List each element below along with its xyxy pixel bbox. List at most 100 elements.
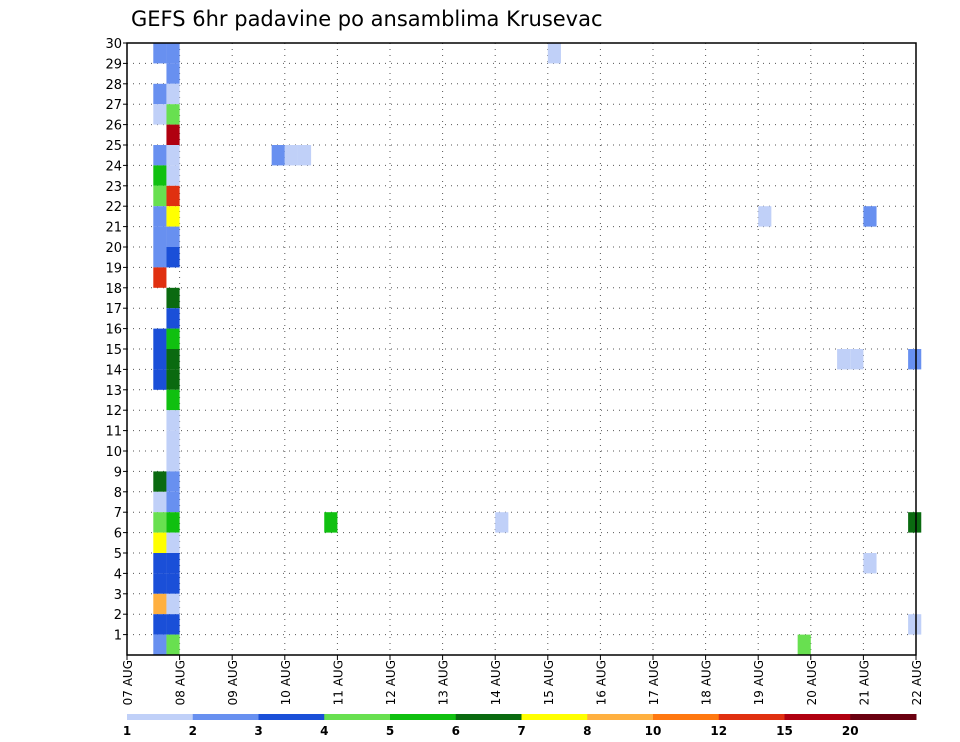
- y-tick-label: 17: [105, 302, 122, 317]
- y-tick-label: 13: [105, 384, 122, 399]
- heatmap-cell: [153, 83, 167, 105]
- heatmap-cell: [166, 593, 180, 615]
- y-tick-label: 9: [114, 465, 122, 480]
- x-tick-label: 15 AUG: [542, 660, 556, 705]
- colorbar-label: 1: [123, 724, 131, 738]
- colorbar-swatch: [127, 714, 194, 720]
- x-tick-label: 10 AUG: [279, 660, 293, 705]
- y-tick-label: 4: [114, 567, 122, 582]
- colorbar-label: 10: [645, 724, 662, 738]
- grid-lines: [126, 42, 917, 655]
- y-tick-label: 20: [105, 241, 122, 256]
- heatmap-cell: [166, 328, 180, 349]
- plot-frame: [126, 42, 917, 656]
- y-tick-label: 21: [105, 221, 122, 236]
- colorbar-label: 7: [517, 724, 525, 738]
- y-tick-label: 23: [105, 180, 122, 195]
- heatmap-cell: [153, 267, 167, 288]
- heatmap-cell: [153, 553, 167, 574]
- heatmap-cell: [166, 226, 180, 247]
- x-axis-ticks: 07 AUG 08 AUG 09 AUG 10 AUG 11 AUG 12 AUG 13 A…: [121, 655, 924, 705]
- heatmap-cell: [166, 83, 180, 105]
- y-tick-label: 30: [105, 37, 122, 52]
- x-tick-label: 22 AUG: [910, 660, 924, 705]
- y-tick-label: 25: [105, 139, 122, 154]
- heatmap-cell: [297, 145, 312, 166]
- x-tick-label: 07 AUG: [121, 660, 135, 705]
- y-tick-label: 26: [105, 119, 122, 134]
- colorbar-label: 15: [776, 724, 793, 738]
- heatmap-cell: [166, 63, 180, 84]
- heatmap-cell: [166, 532, 180, 553]
- colorbar-swatch: [521, 714, 588, 720]
- heatmap-cell: [166, 185, 180, 207]
- y-tick-label: 8: [114, 486, 122, 501]
- y-tick-label: 1: [114, 629, 122, 644]
- x-tick-label: 19 AUG: [752, 660, 766, 705]
- y-tick-label: 2: [114, 608, 122, 623]
- colorbar-label: 8: [583, 724, 591, 738]
- heatmap-cell: [166, 451, 180, 472]
- colorbar-swatch: [850, 714, 917, 720]
- y-tick-label: 19: [105, 261, 122, 276]
- heatmap-cell: [153, 349, 167, 370]
- colorbar-swatch: [784, 714, 851, 720]
- y-tick-label: 6: [114, 527, 122, 542]
- colorbar-swatch: [192, 714, 259, 720]
- colorbar-label: 5: [386, 724, 394, 738]
- y-tick-label: 16: [105, 323, 122, 338]
- heatmap-cell: [153, 614, 167, 635]
- heatmap-cell: [166, 145, 180, 166]
- heatmap-cell: [166, 553, 180, 574]
- x-tick-label: 13 AUG: [437, 660, 451, 705]
- heatmap-cell: [166, 124, 180, 145]
- heatmap-cell: [547, 43, 561, 64]
- heatmap-cell: [153, 165, 167, 186]
- heatmap-cell: [153, 593, 167, 615]
- colorbar-label: 6: [452, 724, 460, 738]
- heatmap-cell: [166, 410, 180, 431]
- heatmap-cell: [153, 471, 167, 492]
- x-tick-label: 09 AUG: [226, 660, 240, 705]
- heatmap-cell: [284, 145, 298, 166]
- heatmap-cell: [166, 634, 180, 655]
- chart-title: GEFS 6hr padavine po ansamblima Krusevac: [131, 7, 603, 31]
- heatmap-cell: [908, 349, 922, 370]
- x-tick-label: 18 AUG: [700, 660, 714, 705]
- heatmap-cell: [153, 532, 167, 553]
- heatmap-cell: [153, 328, 167, 349]
- colorbar: 1 2 3 4 5 6 7 8 10 12 15 20: [123, 714, 917, 738]
- heatmap-cell: [758, 206, 772, 227]
- colorbar-swatch: [455, 714, 522, 720]
- colorbar-label: 4: [320, 724, 328, 738]
- heatmap-cell: [908, 614, 922, 635]
- heatmap-cell: [166, 573, 180, 594]
- heatmap-cell: [166, 104, 180, 125]
- x-tick-label: 20 AUG: [805, 660, 819, 705]
- y-tick-label: 15: [105, 343, 122, 358]
- y-tick-label: 27: [105, 98, 122, 113]
- y-tick-label: 5: [114, 547, 122, 562]
- heatmap-cell: [863, 206, 877, 227]
- heatmap-cell: [153, 145, 167, 166]
- heatmap-cell: [153, 206, 167, 227]
- heatmap-cell: [166, 206, 180, 227]
- heatmap-cell: [153, 369, 167, 390]
- y-tick-label: 29: [105, 57, 122, 72]
- heatmap-cell: [166, 369, 180, 390]
- y-tick-label: 11: [105, 425, 122, 440]
- heatmap-cell: [153, 185, 167, 207]
- heatmap-cell: [153, 573, 167, 594]
- heatmap-cell: [495, 512, 509, 533]
- heatmap-cell: [153, 104, 167, 125]
- heatmap-cell: [166, 43, 180, 64]
- heatmap-cell: [166, 287, 180, 309]
- colorbar-swatch: [718, 714, 785, 720]
- y-tick-label: 24: [105, 159, 122, 174]
- y-tick-label: 28: [105, 78, 122, 93]
- colorbar-swatch: [324, 714, 391, 720]
- colorbar-label: 12: [710, 724, 727, 738]
- heatmap-cell: [850, 349, 864, 370]
- y-tick-label: 12: [105, 404, 122, 419]
